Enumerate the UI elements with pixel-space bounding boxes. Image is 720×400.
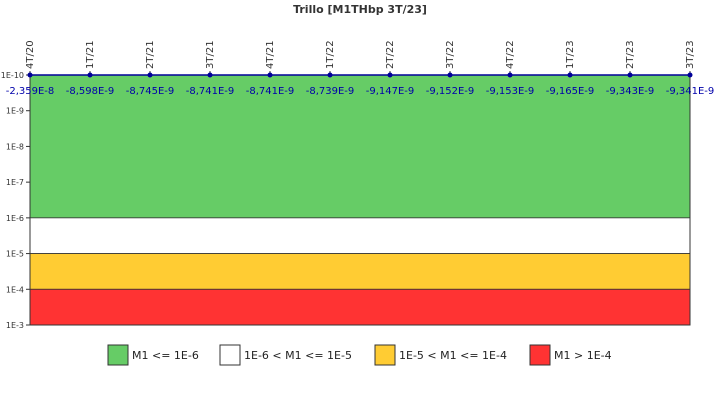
point (687, 72, 693, 78)
y-tick-label: 1E-3 (6, 321, 24, 330)
y-tick-label: 1E-8 (6, 142, 24, 151)
point (567, 72, 573, 78)
band (29, 74, 691, 219)
x-tick-label: 3T/23 (685, 40, 696, 69)
value-label: -8,741E-9 (246, 86, 295, 97)
legend-label: M1 > 1E-4 (554, 349, 612, 362)
value-label: -8,741E-9 (186, 86, 235, 97)
x-tick-label: 1T/22 (325, 40, 336, 69)
value-label: -9,152E-9 (426, 86, 475, 97)
point (627, 72, 633, 78)
legend-swatch (219, 344, 241, 366)
point (387, 72, 393, 78)
legend-label: 1E-5 < M1 <= 1E-4 (399, 349, 507, 362)
legend-label: M1 <= 1E-6 (132, 349, 199, 362)
point (507, 72, 513, 78)
point (207, 72, 213, 78)
x-tick-label: 4T/22 (505, 40, 516, 69)
band (29, 288, 691, 326)
legend-swatch (107, 344, 129, 366)
value-label: -9,165E-9 (546, 86, 595, 97)
point (327, 72, 333, 78)
y-tick-label: 1E-6 (6, 214, 24, 223)
point (27, 72, 33, 78)
x-tick-label: 1T/21 (85, 40, 96, 69)
y-tick-label: 1E-5 (6, 250, 24, 259)
value-label: -2,359E-8 (6, 86, 55, 97)
y-tick-label: 1E-7 (6, 178, 24, 187)
chart-title: Trillo [M1THbp 3T/23] (293, 3, 427, 16)
point (87, 72, 93, 78)
x-tick-label: 2T/21 (145, 40, 156, 69)
x-tick-label: 4T/20 (25, 40, 36, 69)
x-tick-label: 3T/21 (205, 40, 216, 69)
y-tick-label: 1E-9 (6, 107, 24, 116)
band (29, 253, 691, 290)
value-label: -9,343E-9 (606, 86, 655, 97)
value-label: -9,147E-9 (366, 86, 415, 97)
point (447, 72, 453, 78)
legend-swatch (374, 344, 396, 366)
x-tick-label: 2T/23 (625, 40, 636, 69)
value-label: -8,739E-9 (306, 86, 355, 97)
value-label: -8,745E-9 (126, 86, 175, 97)
band (29, 217, 691, 254)
legend-label: 1E-6 < M1 <= 1E-5 (244, 349, 352, 362)
x-tick-label: 4T/21 (265, 40, 276, 69)
x-tick-label: 2T/22 (385, 40, 396, 69)
legend-swatch (529, 344, 551, 366)
x-tick-label: 1T/23 (565, 40, 576, 69)
point (267, 72, 273, 78)
value-label: -9,153E-9 (486, 86, 535, 97)
y-tick-label: 1E-10 (1, 71, 24, 80)
x-tick-label: 3T/22 (445, 40, 456, 69)
y-tick-label: 1E-4 (6, 285, 24, 294)
value-label: -9,341E-9 (666, 86, 715, 97)
point (147, 72, 153, 78)
value-label: -8,598E-9 (66, 86, 115, 97)
